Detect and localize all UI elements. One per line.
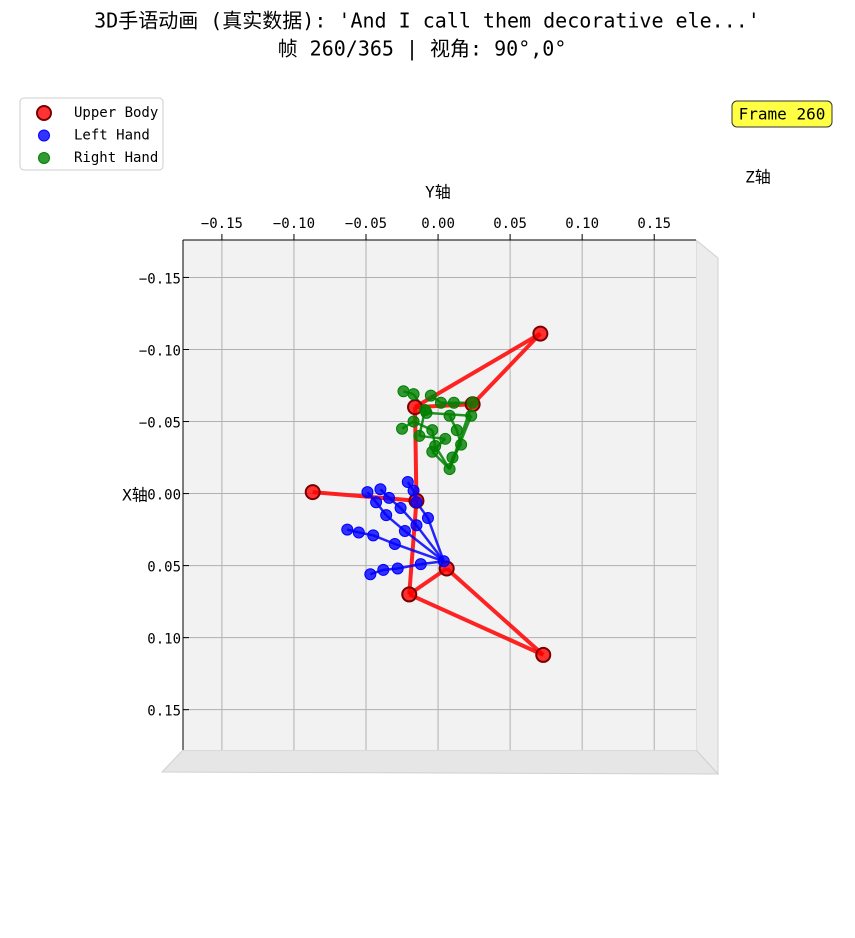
point	[364, 568, 377, 581]
bone	[408, 592, 545, 657]
point	[450, 424, 463, 437]
y-tick-label: 0.00	[147, 488, 181, 504]
point	[455, 438, 468, 451]
side-pane	[695, 238, 719, 776]
point	[426, 424, 439, 437]
x-tick-label: −0.05	[345, 216, 387, 232]
plot-area	[183, 240, 696, 750]
y-tick-label: −0.10	[139, 343, 181, 359]
bone	[445, 566, 545, 657]
point	[396, 422, 409, 435]
point	[466, 396, 479, 409]
point	[370, 496, 383, 509]
bone	[394, 542, 445, 563]
point	[391, 562, 404, 575]
point	[397, 385, 410, 398]
point	[377, 563, 390, 576]
legend-label: Right Hand	[74, 150, 158, 166]
point	[437, 555, 450, 568]
y-tick-label: 0.10	[147, 632, 181, 648]
point	[407, 484, 420, 497]
legend-label: Left Hand	[74, 128, 150, 144]
y-axis-label: X轴	[122, 486, 148, 505]
point	[447, 396, 460, 409]
y-tick-label: −0.15	[139, 271, 181, 287]
badge-box	[731, 100, 833, 128]
point	[421, 512, 434, 525]
point	[419, 404, 432, 416]
chart-title: 3D手语动画 (真实数据): 'And I call them decorati…	[94, 9, 760, 33]
x-tick-label: 0.05	[493, 216, 527, 232]
y-tick-label: −0.05	[139, 416, 181, 432]
legend-marker	[36, 105, 52, 121]
point	[426, 445, 439, 458]
3d-panes	[160, 238, 720, 776]
point	[341, 523, 354, 536]
bone	[471, 332, 542, 406]
x-tick-label: −0.15	[201, 216, 243, 232]
point	[401, 476, 414, 489]
point	[380, 509, 393, 522]
point	[388, 537, 401, 550]
legend-label: Upper Body	[74, 105, 158, 121]
legend-marker	[38, 129, 50, 142]
bone	[404, 530, 445, 563]
point	[439, 432, 452, 445]
legend-box	[19, 97, 164, 171]
point	[361, 486, 374, 499]
point	[407, 388, 420, 401]
legend-marker	[38, 152, 50, 164]
point	[304, 484, 321, 501]
badge-text: Frame 260	[739, 105, 826, 124]
bone	[407, 500, 419, 595]
point	[424, 389, 437, 402]
x-tick-label: 0.15	[637, 216, 671, 232]
bone	[426, 517, 445, 562]
x-tick-label: 0.10	[565, 216, 599, 232]
point	[434, 396, 447, 409]
point	[535, 646, 552, 663]
point	[443, 463, 456, 476]
point	[401, 586, 418, 603]
point	[367, 529, 380, 542]
point	[532, 325, 549, 342]
point	[414, 558, 427, 571]
x-axis-label: Y轴	[425, 183, 451, 202]
point	[352, 526, 365, 539]
z-axis-label: Z轴	[745, 168, 771, 187]
chart-subtitle: 帧 260/365 | 视角: 90°,0°	[278, 37, 567, 61]
point	[465, 409, 478, 422]
bone	[415, 524, 445, 563]
x-tick-label: −0.10	[273, 216, 315, 232]
y-tick-label: 0.15	[147, 704, 181, 720]
point	[443, 409, 456, 422]
point	[410, 519, 423, 532]
point	[398, 525, 411, 538]
bottom-pane	[160, 749, 720, 775]
y-tick-label: 0.05	[147, 560, 181, 576]
point	[407, 415, 420, 428]
badge: Frame 260	[731, 100, 833, 128]
point	[446, 451, 459, 464]
point	[394, 501, 407, 514]
point	[374, 483, 387, 496]
x-tick-label: 0.00	[421, 216, 455, 232]
point	[410, 496, 423, 509]
point	[383, 491, 396, 504]
point	[413, 429, 426, 442]
